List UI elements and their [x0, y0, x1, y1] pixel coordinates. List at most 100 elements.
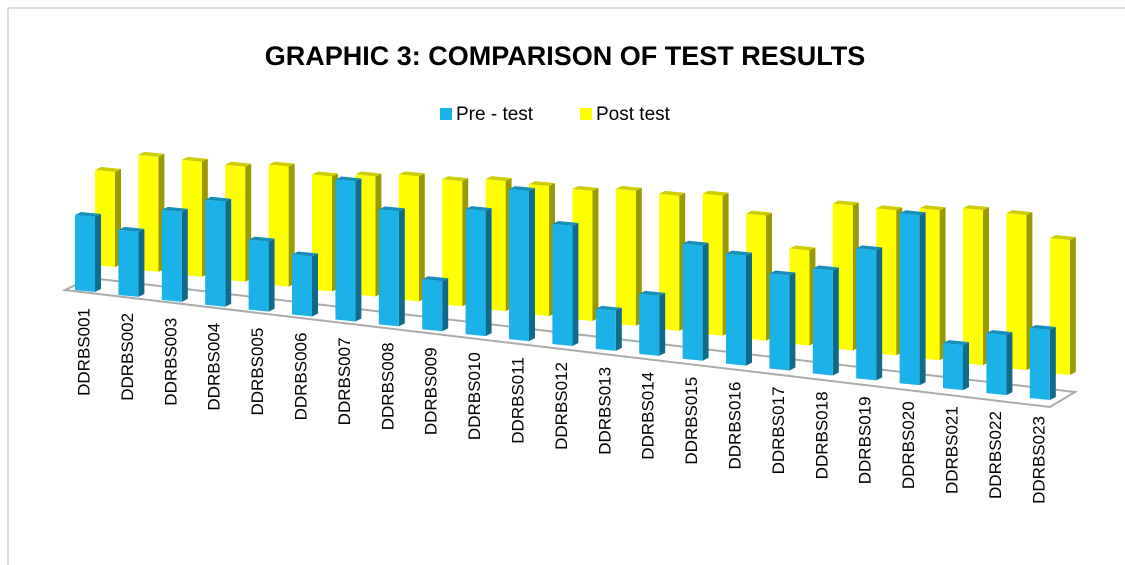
bar-top: [378, 206, 405, 212]
bar: [292, 254, 312, 317]
x-tick-label: DDRBS023: [1029, 416, 1048, 504]
bar-top: [615, 185, 642, 191]
bar-top: [529, 181, 555, 187]
bar: [595, 308, 616, 351]
bar: [943, 343, 963, 391]
bar-top: [205, 196, 232, 202]
bar-top: [943, 340, 969, 346]
bar-top: [963, 205, 989, 211]
bar-top: [225, 161, 252, 167]
bar-side: [398, 208, 405, 327]
bar-top: [95, 167, 121, 172]
bar-side: [572, 223, 579, 346]
bar: [75, 215, 95, 292]
bar-top: [812, 265, 839, 271]
bar: [378, 209, 399, 327]
bar-top: [398, 171, 425, 177]
bar: [963, 208, 983, 366]
bar-side: [702, 242, 709, 361]
bar-top: [659, 190, 686, 196]
bar-top: [572, 186, 599, 191]
bar-top: [355, 171, 382, 177]
bar-top: [312, 171, 338, 177]
bar-top: [292, 251, 318, 257]
bar-top: [509, 186, 535, 192]
bar: [1006, 213, 1027, 371]
bar-top: [485, 176, 512, 182]
bar-top: [118, 226, 145, 232]
bar-top: [1049, 235, 1076, 240]
bar-top: [899, 210, 926, 216]
legend-swatch: [580, 108, 592, 120]
chart-title: GRAPHIC 3: COMPARISON OF TEST RESULTS: [265, 41, 866, 71]
bar: [986, 333, 1007, 396]
x-tick-label: DDRBS006: [291, 333, 310, 421]
x-tick-label: DDRBS022: [986, 411, 1005, 499]
bar-side: [789, 272, 796, 371]
x-tick-label: DDRBS004: [205, 323, 224, 411]
bar-side: [615, 307, 622, 351]
bar-top: [856, 245, 883, 251]
bar-top: [465, 206, 492, 212]
x-tick-label: DDRBS014: [639, 372, 658, 460]
bar: [442, 179, 463, 307]
bar-side: [659, 292, 666, 356]
x-tick-label: DDRBS015: [682, 377, 701, 465]
bar: [1029, 328, 1050, 400]
bar-top: [422, 276, 449, 282]
bar-top: [919, 205, 946, 211]
bar-side: [1069, 237, 1076, 375]
bar-top: [876, 205, 903, 211]
x-tick-label: DDRBS005: [248, 328, 267, 416]
bar: [205, 199, 226, 307]
bar-side: [876, 247, 883, 381]
x-tick-label: DDRBS011: [508, 357, 527, 444]
bar-side: [268, 238, 275, 312]
bar-top: [746, 210, 772, 216]
bar-top: [702, 190, 729, 196]
bar-side: [95, 214, 101, 292]
bar-side: [225, 198, 232, 307]
bar-top: [335, 176, 362, 182]
bar: [552, 224, 573, 346]
bar: [769, 273, 790, 371]
bar-side: [138, 228, 145, 297]
x-tick-label: DDRBS003: [161, 318, 180, 406]
bar-top: [639, 290, 666, 296]
x-tick-label: DDRBS010: [465, 352, 484, 440]
bar: [118, 229, 139, 297]
bar: [509, 189, 529, 342]
bar: [161, 209, 182, 302]
bar: [899, 213, 920, 386]
bar: [856, 248, 877, 381]
x-tick-label: DDRBS019: [856, 396, 875, 484]
bar-top: [682, 240, 709, 246]
bar-side: [635, 187, 642, 326]
x-tick-label: DDRBS021: [942, 406, 961, 494]
bar-top: [789, 245, 816, 251]
x-tick-label: DDRBS008: [378, 342, 397, 430]
bar-top: [552, 221, 579, 226]
bar-side: [442, 278, 449, 332]
x-tick-label: DDRBS017: [769, 387, 788, 475]
bar-top: [832, 200, 859, 206]
x-tick-label: DDRBS018: [812, 391, 831, 479]
bar-side: [355, 178, 362, 322]
bar-top: [769, 270, 796, 276]
x-tick-label: DDRBS012: [552, 362, 571, 450]
x-tick-label: DDRBS001: [74, 308, 93, 396]
bar-side: [983, 207, 989, 366]
bar: [335, 179, 356, 322]
bar-side: [1006, 332, 1013, 396]
x-tick-label: DDRBS007: [335, 337, 354, 425]
bar-side: [832, 267, 839, 376]
legend-label: Post test: [596, 104, 671, 125]
bar-top: [595, 305, 622, 311]
bar: [639, 293, 660, 356]
x-tick-label: DDRBS009: [422, 347, 441, 435]
bar: [812, 268, 833, 376]
bar-side: [312, 253, 318, 317]
x-tick-label: DDRBS020: [899, 401, 918, 489]
bar: [726, 253, 746, 366]
bar-top: [268, 161, 295, 167]
